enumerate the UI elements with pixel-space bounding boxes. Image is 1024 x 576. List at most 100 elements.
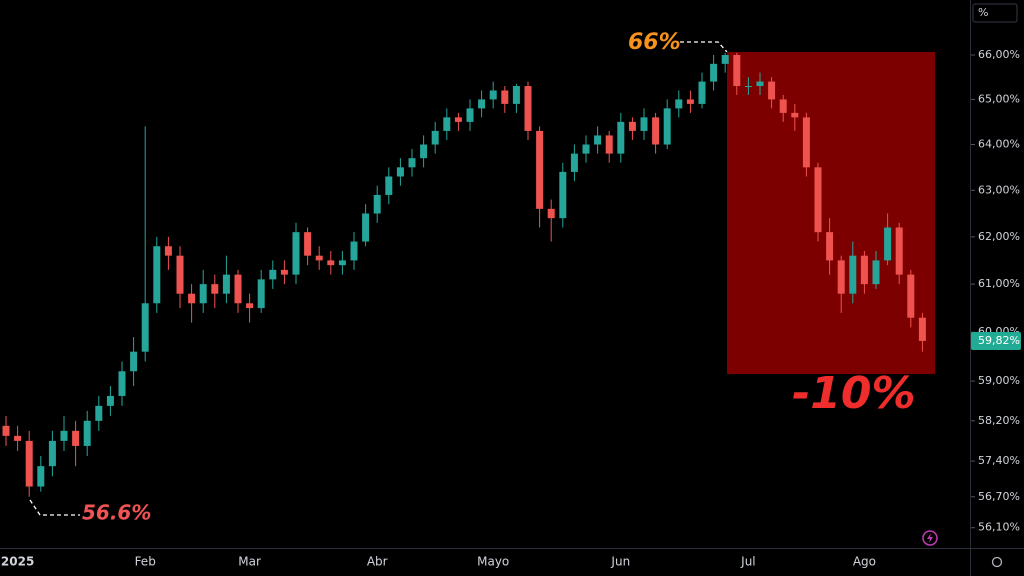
y-tick-label: 56,70% <box>978 490 1020 503</box>
y-tick-label: 62,00% <box>978 230 1020 243</box>
candle-body <box>408 158 416 168</box>
candle-body <box>466 108 474 122</box>
candle-body <box>918 317 926 341</box>
candle-body <box>733 55 741 87</box>
candle-body <box>884 227 892 261</box>
last-price-box <box>971 331 1021 350</box>
last-price-label: 59,82% <box>978 334 1020 347</box>
y-tick-label: 63,00% <box>978 183 1020 196</box>
candle-body <box>582 144 590 154</box>
candle-body <box>420 144 428 159</box>
candle-body <box>524 86 532 131</box>
candle-body <box>710 63 718 82</box>
candle-body <box>257 279 265 309</box>
candle-body <box>628 121 636 131</box>
candle-body <box>802 117 810 168</box>
candle-body <box>95 405 103 421</box>
candle-body <box>234 274 242 304</box>
settings-icon[interactable] <box>991 556 1003 568</box>
candle-body <box>211 284 219 294</box>
y-tick-label: 59,00% <box>978 374 1020 387</box>
candle-body <box>454 117 462 122</box>
candle-body <box>652 117 660 145</box>
annotation-line <box>29 499 80 516</box>
candle-body <box>547 208 555 219</box>
annotation-drop: -10% <box>792 368 916 419</box>
candle-body <box>130 351 138 372</box>
candle-body <box>373 194 381 214</box>
annotation-low: 56.6% <box>82 501 151 525</box>
candle-body <box>269 269 277 280</box>
y-unit: % <box>978 6 988 19</box>
y-tick-label: 56,10% <box>978 521 1020 534</box>
candle-body <box>176 255 184 294</box>
candle-body <box>443 117 451 131</box>
x-tick-label: Abr <box>367 555 388 569</box>
candle-body <box>478 99 486 109</box>
candle-body <box>362 213 370 242</box>
candle-body <box>570 153 578 172</box>
candle-body <box>60 430 68 441</box>
candle-body <box>837 260 845 294</box>
candle-body <box>756 81 764 87</box>
x-tick-label: Mar <box>238 555 261 569</box>
candle-body <box>489 90 497 100</box>
candle-body <box>895 227 903 275</box>
candle-body <box>536 130 544 209</box>
candle-body <box>327 260 335 266</box>
candle-body <box>118 371 126 396</box>
x-tick-label: Jun <box>610 555 630 569</box>
candle-body <box>25 440 33 487</box>
candle-body <box>512 86 520 104</box>
y-tick-label: 65,00% <box>978 92 1020 105</box>
candle-body <box>222 274 230 294</box>
candle-body <box>141 303 149 352</box>
candle-body <box>605 135 613 154</box>
annotation-line <box>680 41 728 53</box>
candle-body <box>791 112 799 118</box>
annotation-high: 66% <box>628 30 681 55</box>
lightning-glyph <box>927 533 933 543</box>
candle-body <box>779 99 787 113</box>
candle-body <box>663 108 671 145</box>
x-tick-label: Feb <box>135 555 156 569</box>
candle-body <box>106 395 114 406</box>
x-tick-label: 2025 <box>1 555 34 569</box>
y-tick-label: 64,00% <box>978 138 1020 151</box>
candle-body <box>594 135 602 145</box>
candle-body <box>721 55 729 64</box>
candle-body <box>199 284 207 304</box>
candle-body <box>280 269 288 275</box>
drawdown-box <box>727 52 935 374</box>
x-tick-label: Mayo <box>477 555 509 569</box>
candle-body <box>83 420 91 446</box>
candle-body <box>315 255 323 261</box>
candle-body <box>72 430 80 446</box>
unit-box <box>972 3 1018 23</box>
candle-body <box>338 260 346 266</box>
candle-body <box>768 81 776 100</box>
candle-body <box>385 176 393 195</box>
x-tick-label: Ago <box>853 555 876 569</box>
candle-body <box>37 466 45 487</box>
candle-body <box>744 86 752 88</box>
candle-body <box>246 303 254 309</box>
candle-body <box>48 440 56 467</box>
candle-body <box>501 90 509 104</box>
candle-body <box>849 255 857 294</box>
candle-body <box>396 167 404 177</box>
lightning-icon[interactable] <box>922 530 938 546</box>
candle-body <box>872 260 880 285</box>
candle-body <box>188 293 196 304</box>
candle-body <box>640 117 648 131</box>
candle-body <box>860 255 868 285</box>
candle-body <box>907 274 915 318</box>
candle-body <box>675 99 683 109</box>
candle-body <box>559 171 567 219</box>
candle-body <box>14 435 22 441</box>
candle-body <box>350 241 358 261</box>
candles <box>2 52 926 497</box>
candle-body <box>698 81 706 104</box>
candle-body <box>292 232 300 275</box>
